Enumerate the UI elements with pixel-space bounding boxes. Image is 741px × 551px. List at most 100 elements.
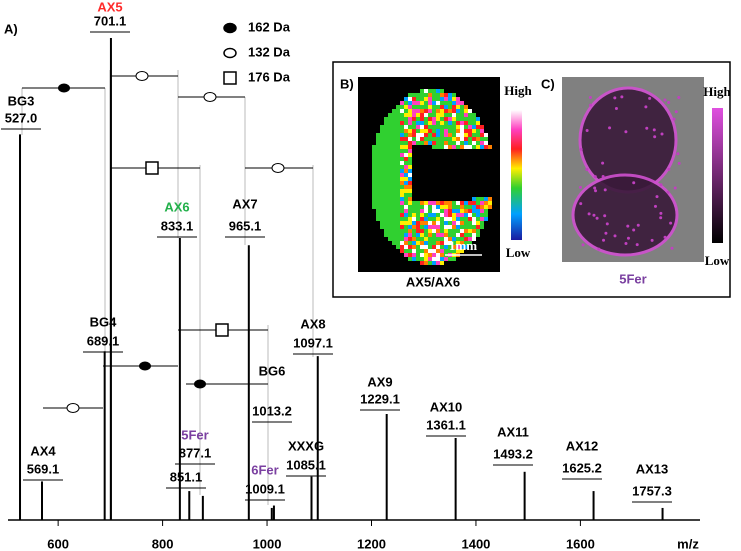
pixel <box>396 181 400 185</box>
pixel <box>432 113 436 117</box>
pixel <box>384 221 388 225</box>
pixel <box>408 141 412 145</box>
pixel <box>484 217 488 221</box>
pixel <box>380 193 384 197</box>
pixel <box>480 141 484 145</box>
pixel <box>472 225 476 229</box>
speck <box>632 181 636 185</box>
pixel <box>400 153 404 157</box>
inset-caption: AX5/AX6 <box>406 274 460 289</box>
pixel <box>396 237 400 241</box>
pixel <box>412 233 416 237</box>
pixel <box>388 225 392 229</box>
pixel <box>380 169 384 173</box>
pixel <box>468 237 472 241</box>
pixel <box>444 117 448 121</box>
pixel <box>396 229 400 233</box>
pixel <box>388 157 392 161</box>
pixel <box>460 145 464 149</box>
pixel <box>376 157 380 161</box>
pixel <box>408 117 412 121</box>
pixel <box>392 157 396 161</box>
pixel <box>400 161 404 165</box>
speck <box>673 186 677 190</box>
pixel <box>384 225 388 229</box>
pixel <box>472 145 476 149</box>
pixel <box>484 197 488 201</box>
pixel <box>428 97 432 101</box>
pixel <box>464 217 468 221</box>
speck <box>669 221 673 225</box>
pixel <box>412 229 416 233</box>
pixel <box>448 233 452 237</box>
pixel <box>432 109 436 113</box>
pixel <box>404 245 408 249</box>
pixel <box>404 141 408 145</box>
pixel <box>380 213 384 217</box>
peak-mz-label: 1085.1 <box>286 457 326 472</box>
speck <box>624 130 628 134</box>
pixel <box>400 121 404 125</box>
pixel <box>372 193 376 197</box>
pixel <box>472 141 476 145</box>
pixel <box>448 241 452 245</box>
pixel <box>452 209 456 213</box>
pixel <box>392 129 396 133</box>
pixel <box>384 137 388 141</box>
pixel <box>392 153 396 157</box>
pixel <box>420 237 424 241</box>
pixel <box>388 233 392 237</box>
pixel <box>408 181 412 185</box>
pixel <box>456 97 460 101</box>
pixel <box>412 137 416 141</box>
pixel <box>416 221 420 225</box>
pixel <box>440 97 444 101</box>
pixel <box>380 153 384 157</box>
pixel <box>404 177 408 181</box>
pixel <box>396 205 400 209</box>
pixel <box>412 209 416 213</box>
pixel <box>380 145 384 149</box>
pixel <box>440 105 444 109</box>
pixel <box>452 113 456 117</box>
pixel <box>440 125 444 129</box>
pixel <box>416 137 420 141</box>
pixel <box>448 141 452 145</box>
pixel <box>396 241 400 245</box>
pixel <box>420 141 424 145</box>
pixel <box>416 229 420 233</box>
pixel <box>456 141 460 145</box>
pixel <box>388 169 392 173</box>
pixel <box>432 249 436 253</box>
pixel <box>392 177 396 181</box>
pixel <box>408 185 412 189</box>
pixel <box>468 221 472 225</box>
pixel <box>440 121 444 125</box>
pixel <box>468 213 472 217</box>
pixel <box>460 205 464 209</box>
pixel <box>460 105 464 109</box>
pixel <box>468 133 472 137</box>
pixel <box>388 153 392 157</box>
speck <box>602 238 606 242</box>
inset-label: B) <box>340 76 354 91</box>
pixel <box>408 109 412 113</box>
pixel <box>408 121 412 125</box>
pixel <box>452 205 456 209</box>
pixel <box>428 257 432 261</box>
pixel <box>408 145 412 149</box>
pixel <box>408 249 412 253</box>
pixel <box>392 145 396 149</box>
pixel <box>432 121 436 125</box>
pixel <box>404 253 408 257</box>
pixel <box>392 137 396 141</box>
pixel <box>440 133 444 137</box>
cell <box>571 173 679 257</box>
pixel <box>416 129 420 133</box>
pixel <box>372 173 376 177</box>
pixel <box>400 193 404 197</box>
pixel <box>444 129 448 133</box>
pixel <box>440 109 444 113</box>
pixel <box>452 125 456 129</box>
speck <box>579 185 583 189</box>
